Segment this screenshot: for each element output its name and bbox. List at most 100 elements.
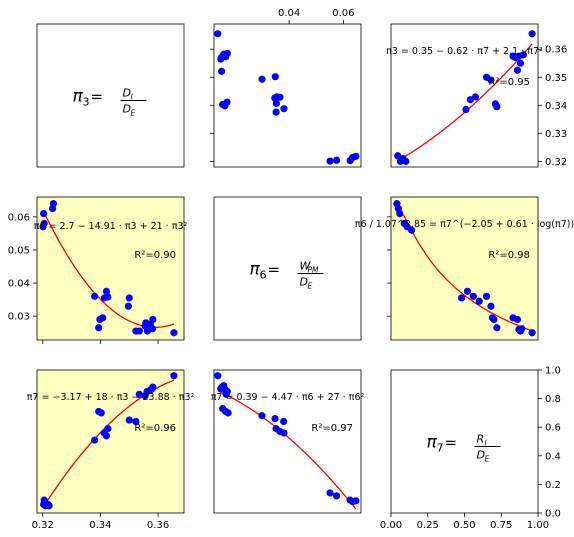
data-point (223, 49, 231, 58)
data-point (45, 502, 53, 510)
data-point (271, 73, 279, 81)
panel-frame (36, 369, 185, 514)
data-point (124, 302, 132, 310)
data-point (214, 372, 222, 380)
data-point (518, 325, 526, 333)
panel-r3c1: π7 = −3.17 + 18 · π3 − 23.88 · π3² R²=0.9… (27, 369, 194, 531)
data-point (469, 292, 477, 300)
data-point (280, 429, 288, 437)
data-point (214, 30, 222, 38)
data-point (102, 287, 111, 295)
panel-background (37, 24, 184, 167)
panel-background (214, 370, 361, 513)
data-point (528, 329, 536, 337)
formula-equals: = (445, 434, 458, 452)
formula-numerator-sub: l (485, 439, 488, 448)
data-point (519, 51, 527, 59)
data-point (170, 372, 178, 380)
data-point (95, 324, 103, 332)
formula-denominator: D (123, 103, 131, 116)
y-tick-label: 0.8 (545, 394, 561, 405)
formula-numerator-sub: l (131, 93, 134, 102)
y-tick-label: 0.03 (8, 312, 30, 323)
formula-denominator: D (300, 276, 308, 289)
panel-frame (36, 23, 185, 168)
data-point (513, 315, 522, 324)
r-squared-label: R²=0.90 (134, 250, 176, 261)
data-point (223, 387, 231, 396)
formula-denominator-sub: E (485, 455, 490, 464)
equation-annotation: π6 = 2.7 − 14.91 · π3 + 21 · π3² (34, 221, 188, 232)
data-point (149, 315, 157, 324)
data-point (396, 209, 404, 218)
data-point (402, 157, 410, 165)
formula-pi: π (250, 260, 261, 280)
data-point (513, 66, 522, 74)
y-tick-label: 0.35 (545, 73, 567, 84)
data-point (272, 99, 280, 107)
data-point (91, 436, 99, 444)
formula-denominator-sub: E (131, 109, 136, 118)
formula-pi: π (427, 433, 438, 453)
data-point (457, 294, 466, 302)
y-tick-label: 0.0 (545, 509, 561, 520)
data-point (125, 294, 133, 302)
data-point (475, 297, 483, 305)
data-point (102, 432, 111, 440)
x-tick-label: 0.25 (417, 520, 439, 531)
formula-subscript: 6 (260, 269, 267, 282)
data-point (91, 292, 99, 300)
formula-subscript: 3 (83, 96, 90, 109)
formula-subscript: 7 (437, 442, 444, 455)
equation-annotation: π7 = 0.39 − 4.47 · π6 + 27 · π6² (211, 392, 365, 403)
panel-background (214, 24, 361, 167)
formula-numerator: R (477, 433, 485, 446)
fit-line (396, 209, 533, 332)
data-point (49, 200, 58, 208)
data-point (99, 314, 107, 322)
data-point (280, 105, 288, 113)
formula-numerator: D (123, 87, 131, 100)
y-tick-label: 0.06 (8, 212, 30, 223)
formula-numerator: W (300, 260, 312, 273)
data-point (272, 108, 280, 116)
panel-frame (36, 196, 185, 341)
data-point (170, 329, 178, 337)
x-tick-label: 0.00 (380, 520, 402, 531)
r-squared-label: R²=0.98 (488, 250, 530, 261)
data-point (487, 302, 495, 310)
data-point (528, 30, 536, 38)
data-point (493, 324, 501, 332)
data-point (352, 152, 360, 160)
panel-frame (390, 196, 539, 341)
x-tick-label: 0.36 (147, 520, 169, 531)
x-tick-label: 0.75 (490, 520, 512, 531)
y-tick-label: 0.33 (545, 129, 567, 140)
data-point (482, 292, 491, 300)
formula-denominator-sub: E (308, 282, 313, 291)
y-tick-label: 0.04 (8, 279, 30, 290)
x-tick-label: 0.06 (332, 8, 354, 19)
data-point (326, 157, 334, 165)
x-tick-label: 0.34 (89, 520, 111, 531)
y-tick-label: 0.05 (8, 245, 30, 256)
panel-frame (213, 23, 362, 168)
data-point (135, 390, 143, 398)
equation-annotation: π3 = 0.35 − 0.62 · π7 + 2.1 · π7² (386, 46, 543, 57)
data-point (462, 105, 470, 114)
y-tick-label: 0.32 (545, 157, 567, 168)
y-tick-label: 0.2 (545, 480, 561, 491)
data-point (104, 425, 112, 433)
data-point (224, 409, 232, 417)
data-point (223, 98, 231, 106)
data-point (258, 75, 266, 83)
data-point (471, 93, 480, 101)
x-tick-label: 0.04 (278, 8, 300, 19)
data-point (463, 287, 472, 295)
data-point (280, 417, 288, 426)
data-point (490, 315, 498, 324)
